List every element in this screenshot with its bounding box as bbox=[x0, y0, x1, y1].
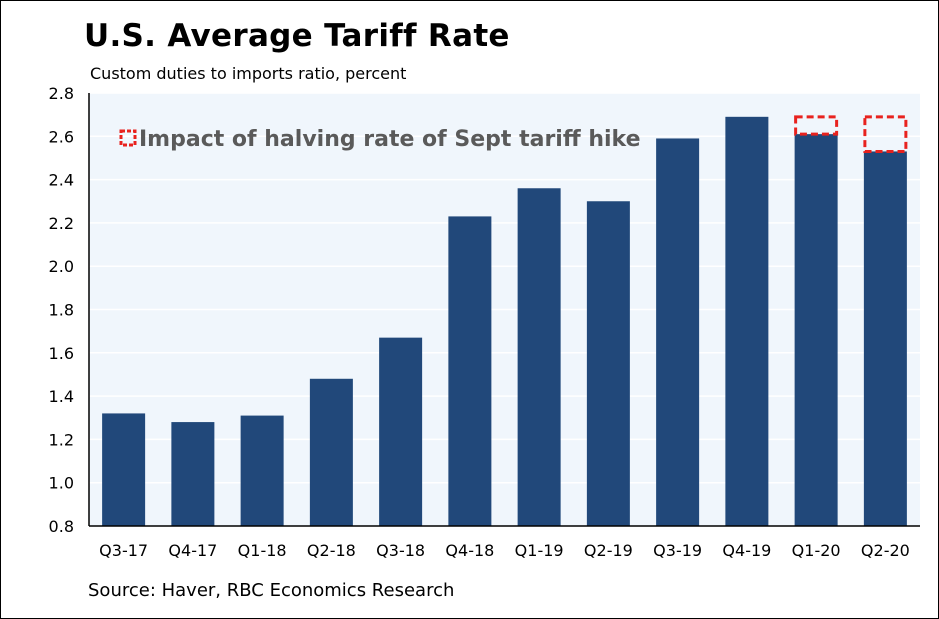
x-tick-label: Q1-19 bbox=[515, 541, 564, 560]
bar bbox=[240, 415, 284, 526]
legend-swatch bbox=[119, 129, 137, 147]
bar bbox=[309, 378, 353, 526]
y-tick-label: 2.8 bbox=[49, 84, 74, 103]
bar bbox=[517, 188, 561, 526]
y-tick-label: 1.0 bbox=[49, 474, 74, 493]
y-tick-label: 1.6 bbox=[49, 344, 74, 363]
chart-subtitle: Custom duties to imports ratio, percent bbox=[90, 64, 407, 83]
legend-label: Impact of halving rate of Sept tariff hi… bbox=[139, 127, 641, 152]
x-tick-label: Q4-19 bbox=[722, 541, 771, 560]
y-tick-label: 2.0 bbox=[49, 257, 74, 276]
bar bbox=[794, 134, 838, 526]
bar bbox=[379, 337, 423, 526]
x-tick-label: Q4-18 bbox=[445, 541, 494, 560]
x-tick-label: Q1-18 bbox=[238, 541, 287, 560]
bar bbox=[586, 201, 630, 526]
impact-box bbox=[794, 115, 839, 136]
bar bbox=[656, 138, 700, 526]
x-tick-label: Q3-19 bbox=[653, 541, 702, 560]
y-tick-label: 2.6 bbox=[49, 127, 74, 146]
bar bbox=[863, 151, 907, 526]
y-tick-label: 1.4 bbox=[49, 387, 74, 406]
x-tick-label: Q3-18 bbox=[376, 541, 425, 560]
chart-source: Source: Haver, RBC Economics Research bbox=[88, 580, 455, 601]
chart-title: U.S. Average Tariff Rate bbox=[84, 18, 510, 54]
bar bbox=[725, 116, 769, 526]
y-tick-label: 1.2 bbox=[49, 430, 74, 449]
impact-box bbox=[863, 115, 908, 153]
y-tick-label: 2.4 bbox=[49, 171, 74, 190]
x-tick-label: Q1-20 bbox=[792, 541, 841, 560]
y-tick-label: 2.2 bbox=[49, 214, 74, 233]
x-tick-label: Q2-19 bbox=[584, 541, 633, 560]
x-tick-label: Q4-17 bbox=[168, 541, 217, 560]
y-tick-label: 1.8 bbox=[49, 301, 74, 320]
bar bbox=[448, 216, 492, 526]
x-tick-label: Q2-20 bbox=[861, 541, 910, 560]
bar bbox=[171, 422, 215, 526]
x-tick-label: Q2-18 bbox=[307, 541, 356, 560]
x-tick-label: Q3-17 bbox=[99, 541, 148, 560]
y-tick-label: 0.8 bbox=[49, 517, 74, 536]
bar bbox=[102, 413, 146, 526]
